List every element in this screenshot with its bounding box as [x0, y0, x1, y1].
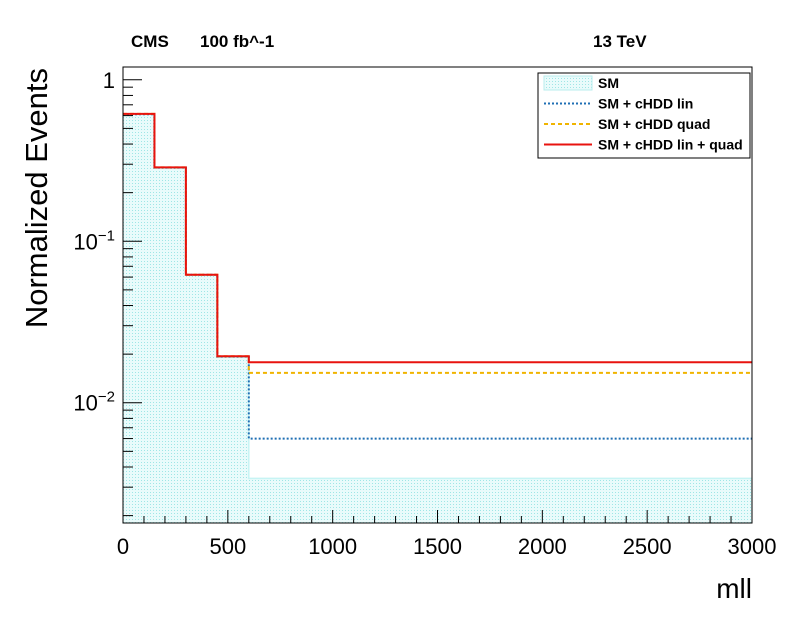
legend-swatch-sm — [543, 75, 593, 91]
series-sm-chdd-lin-line — [123, 113, 752, 440]
legend-label-sm-chdd-lin-quad: SM + cHDD lin + quad — [598, 137, 743, 153]
luminosity-label: 100 fb^-1 — [200, 32, 275, 51]
series-sm-fill — [123, 114, 752, 524]
y-axis-title: Normalized Events — [19, 68, 54, 328]
series-sm-chdd-lin-quad-line — [123, 112, 752, 364]
experiment-label: CMS — [131, 32, 169, 51]
legend-label-sm: SM — [598, 75, 619, 91]
x-tick-label: 1500 — [413, 534, 462, 559]
x-tick-label: 3000 — [728, 534, 777, 559]
legend-label-sm-chdd-lin: SM + cHDD lin — [598, 96, 693, 112]
x-axis-title: mll — [716, 573, 752, 604]
x-tick-label: 1000 — [308, 534, 357, 559]
legend-label-sm-chdd-quad: SM + cHDD quad — [598, 116, 710, 132]
x-tick-label: 0 — [117, 534, 129, 559]
y-tick-label: 10−1 — [73, 227, 115, 254]
x-tick-label: 500 — [209, 534, 246, 559]
y-tick-label: 1 — [103, 68, 115, 93]
y-tick-label: 10−2 — [73, 389, 115, 416]
energy-label: 13 TeV — [593, 32, 647, 51]
x-tick-label: 2000 — [518, 534, 567, 559]
x-tick-label: 2500 — [623, 534, 672, 559]
